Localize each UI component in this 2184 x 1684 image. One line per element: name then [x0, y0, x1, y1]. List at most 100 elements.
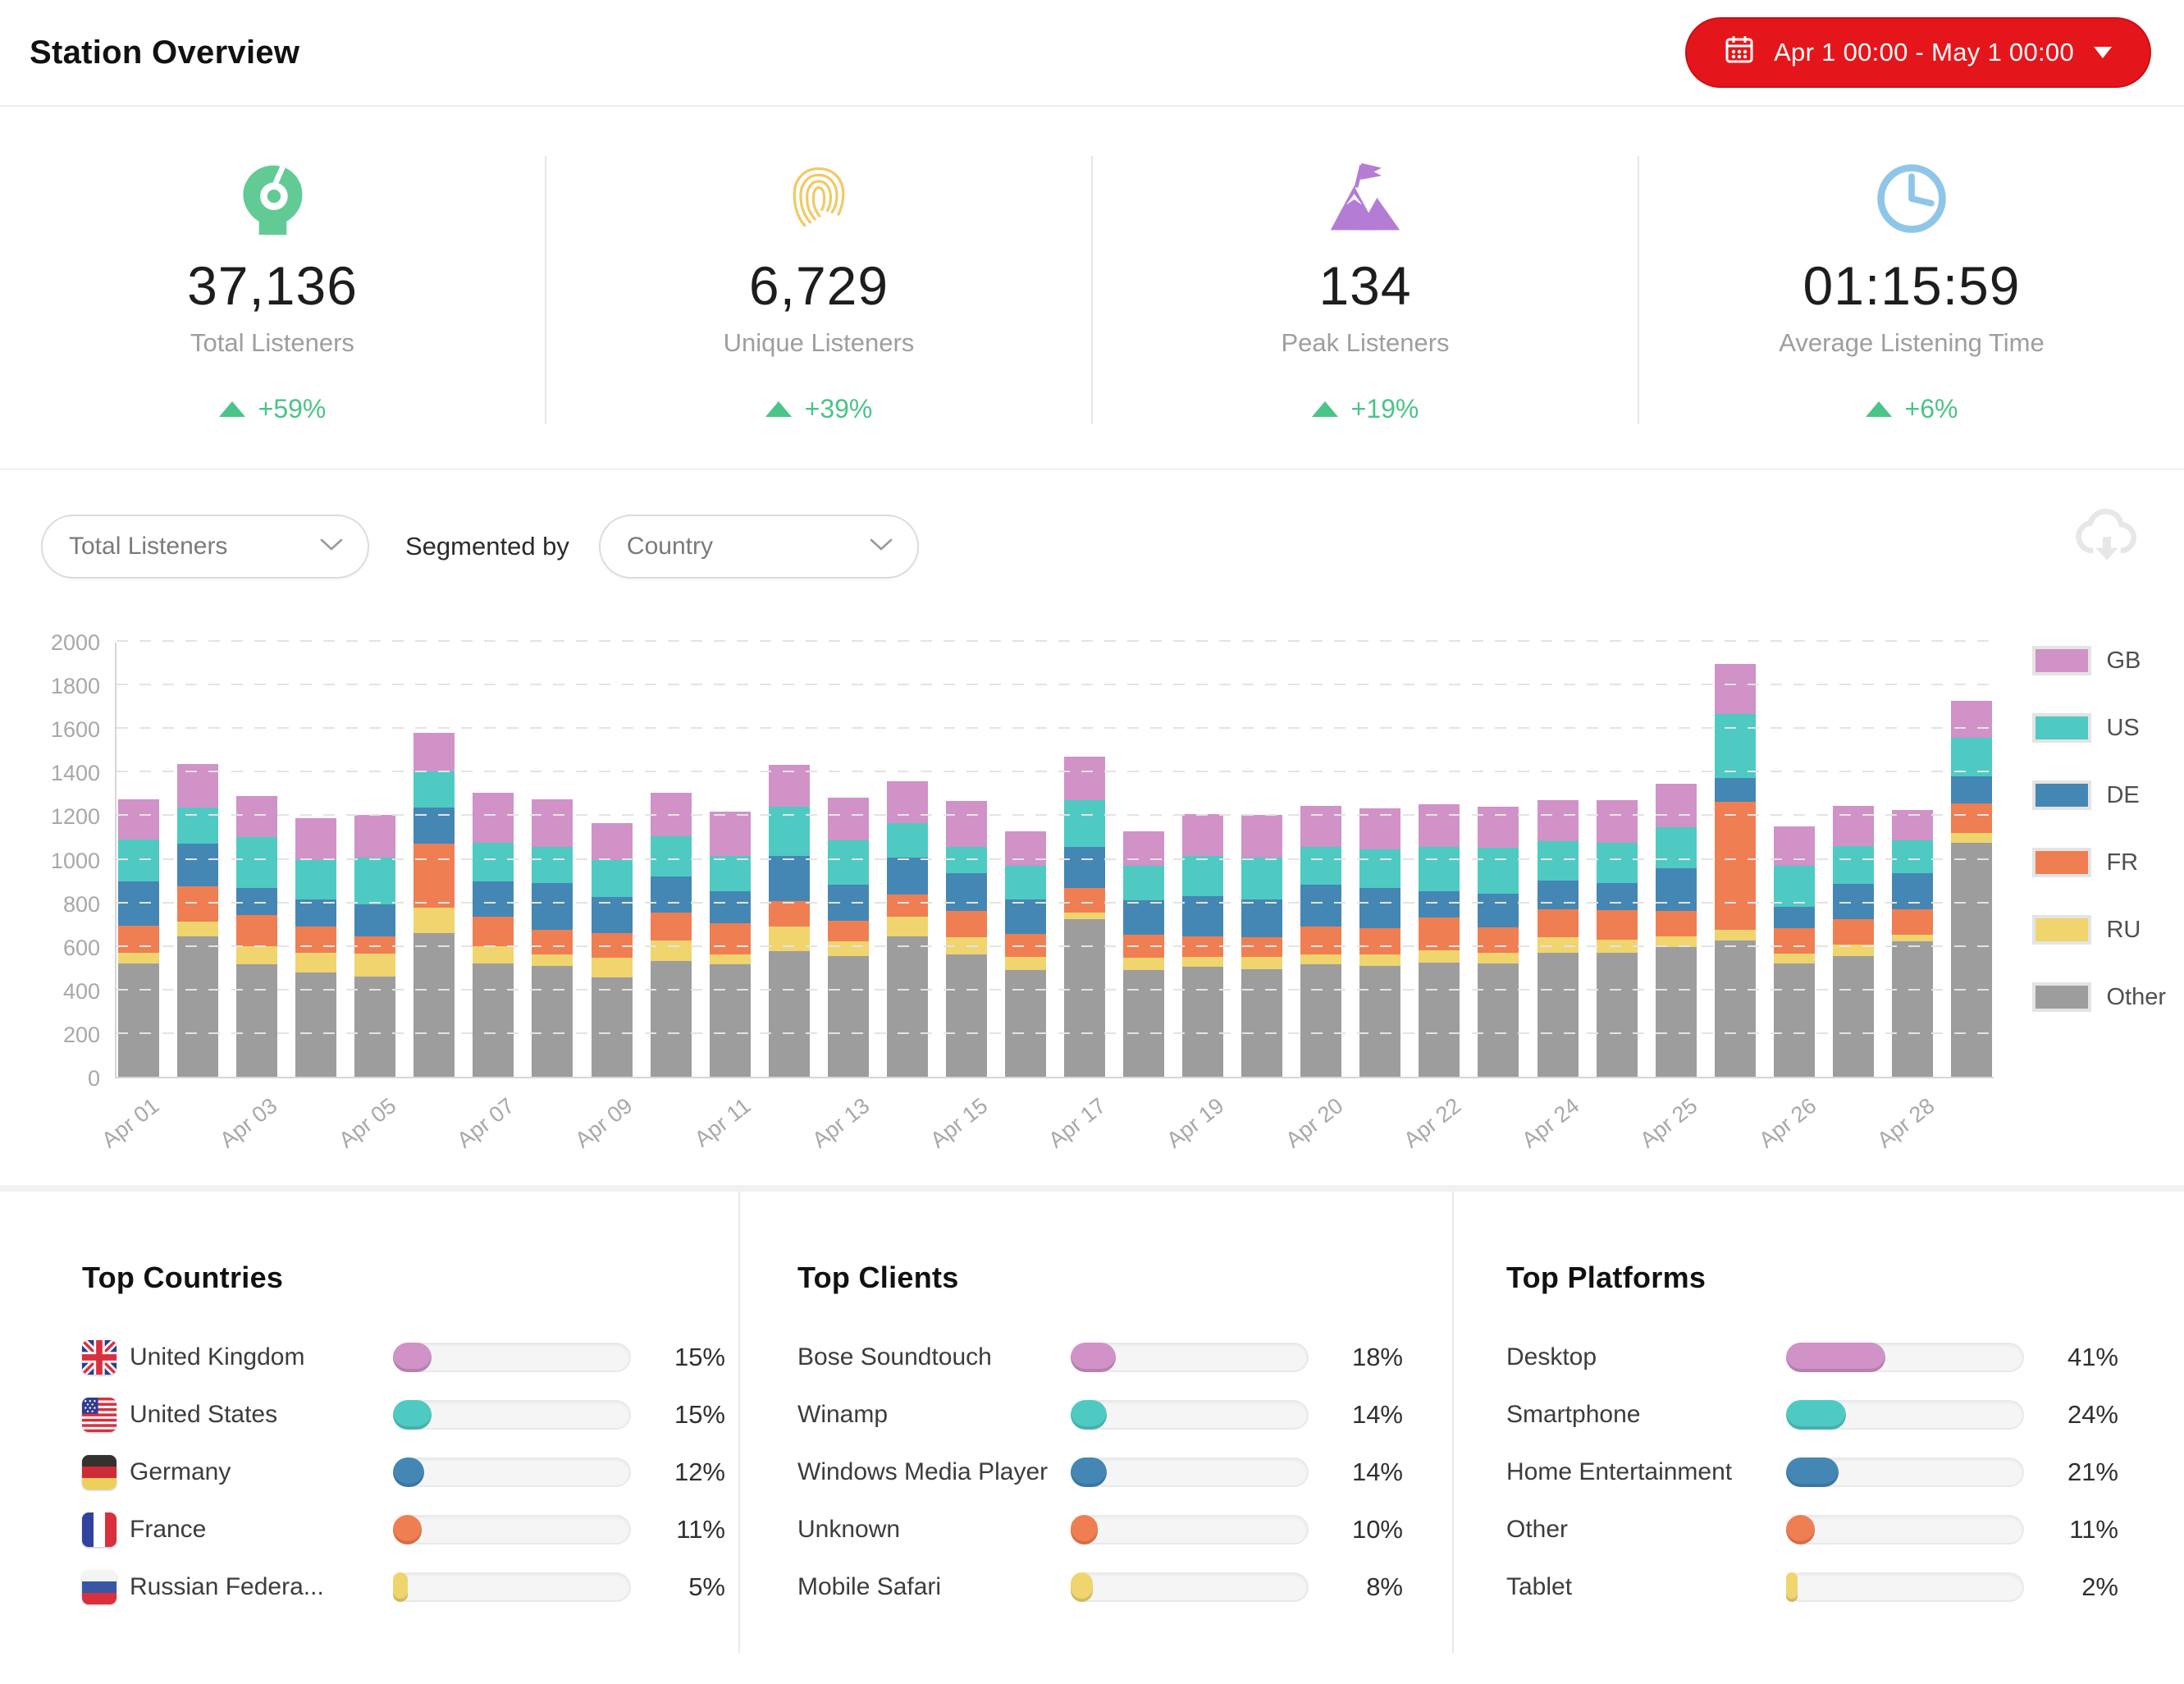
bar-segment-other[interactable]	[1950, 842, 1992, 1077]
bar-segment-fr[interactable]	[1832, 918, 1874, 945]
bar-segment-gb[interactable]	[354, 815, 396, 858]
bar-segment-fr[interactable]	[650, 912, 692, 941]
bar-segment-other[interactable]	[295, 972, 337, 1077]
date-range-button[interactable]: Apr 1 00:00 - May 1 00:00	[1685, 17, 2151, 88]
bar-segment-fr[interactable]	[1478, 927, 1519, 953]
bar-segment-de[interactable]	[886, 858, 928, 895]
bar-segment-de[interactable]	[532, 882, 573, 930]
bar-stack[interactable]	[177, 764, 219, 1077]
bar-segment-us[interactable]	[1004, 865, 1046, 899]
bar-segment-ru[interactable]	[1064, 912, 1105, 919]
bar-segment-gb[interactable]	[1064, 756, 1105, 800]
bar-segment-us[interactable]	[532, 846, 573, 883]
bar-segment-gb[interactable]	[236, 796, 278, 837]
bar-segment-de[interactable]	[354, 904, 396, 936]
bar-segment-other[interactable]	[354, 976, 396, 1077]
bar-segment-other[interactable]	[1359, 965, 1401, 1077]
bar-segment-us[interactable]	[1832, 845, 1874, 885]
bar-segment-gb[interactable]	[827, 798, 869, 840]
bar-segment-us[interactable]	[354, 858, 396, 905]
legend-item-de[interactable]: DE	[2032, 780, 2166, 810]
bar-segment-ru[interactable]	[1537, 937, 1579, 953]
bar-stack[interactable]	[118, 799, 159, 1077]
bar-segment-ru[interactable]	[354, 954, 396, 977]
bar-stack[interactable]	[591, 822, 633, 1077]
bar-segment-fr[interactable]	[1655, 911, 1697, 936]
bar-segment-gb[interactable]	[886, 781, 928, 823]
bar-segment-us[interactable]	[413, 771, 455, 808]
bar-segment-gb[interactable]	[295, 818, 337, 860]
bar-segment-de[interactable]	[1123, 899, 1165, 936]
bar-segment-de[interactable]	[1419, 891, 1460, 918]
bar-segment-other[interactable]	[1832, 955, 1874, 1077]
bar-segment-fr[interactable]	[413, 843, 455, 908]
bar-segment-gb[interactable]	[1004, 831, 1046, 866]
bar-segment-fr[interactable]	[177, 885, 219, 922]
bar-segment-de[interactable]	[1359, 888, 1401, 929]
bar-segment-us[interactable]	[1123, 865, 1165, 900]
bar-segment-ru[interactable]	[827, 941, 869, 956]
bar-segment-de[interactable]	[473, 881, 514, 917]
bar-segment-gb[interactable]	[1419, 804, 1460, 847]
bar-segment-de[interactable]	[1478, 894, 1519, 928]
bar-segment-other[interactable]	[827, 955, 869, 1077]
bar-segment-ru[interactable]	[295, 952, 337, 972]
bar-segment-fr[interactable]	[532, 929, 573, 955]
bar-segment-us[interactable]	[827, 840, 869, 885]
bar-segment-gb[interactable]	[1478, 806, 1519, 849]
bar-stack[interactable]	[1478, 806, 1519, 1077]
bar-segment-ru[interactable]	[532, 954, 573, 966]
bar-segment-us[interactable]	[473, 842, 514, 882]
bar-stack[interactable]	[1773, 826, 1815, 1077]
bar-segment-fr[interactable]	[1359, 928, 1401, 955]
bar-segment-ru[interactable]	[1300, 954, 1342, 965]
bar-segment-us[interactable]	[236, 836, 278, 889]
bar-segment-ru[interactable]	[177, 922, 219, 936]
bar-segment-other[interactable]	[1182, 966, 1224, 1077]
bar-segment-other[interactable]	[1478, 963, 1519, 1077]
bar-segment-other[interactable]	[709, 964, 751, 1077]
bar-stack[interactable]	[827, 798, 869, 1077]
bar-segment-us[interactable]	[118, 839, 159, 881]
bar-segment-fr[interactable]	[1891, 908, 1933, 936]
bar-segment-us[interactable]	[709, 855, 751, 892]
bar-stack[interactable]	[1655, 783, 1697, 1077]
bar-segment-de[interactable]	[1004, 899, 1046, 935]
bar-segment-fr[interactable]	[709, 922, 751, 955]
bar-segment-ru[interactable]	[1004, 956, 1046, 970]
bar-segment-other[interactable]	[1891, 941, 1933, 1077]
bar-segment-fr[interactable]	[827, 921, 869, 942]
bar-stack[interactable]	[413, 732, 455, 1077]
bar-stack[interactable]	[1419, 804, 1460, 1077]
bar-stack[interactable]	[1950, 701, 1992, 1077]
bar-segment-us[interactable]	[886, 822, 928, 858]
bar-stack[interactable]	[1064, 756, 1105, 1077]
bar-segment-other[interactable]	[1714, 940, 1756, 1077]
bar-segment-ru[interactable]	[1950, 832, 1992, 843]
bar-stack[interactable]	[1596, 799, 1638, 1077]
bar-segment-us[interactable]	[1478, 848, 1519, 895]
bar-segment-fr[interactable]	[354, 936, 396, 954]
bar-stack[interactable]	[354, 815, 396, 1077]
bar-segment-fr[interactable]	[945, 911, 987, 938]
bar-stack[interactable]	[1359, 808, 1401, 1077]
bar-segment-us[interactable]	[1596, 842, 1638, 883]
bar-segment-ru[interactable]	[1419, 950, 1460, 963]
bar-stack[interactable]	[1241, 815, 1283, 1077]
bar-stack[interactable]	[1300, 805, 1342, 1077]
bar-segment-de[interactable]	[1891, 872, 1933, 909]
bar-segment-de[interactable]	[1655, 868, 1697, 912]
legend-item-ru[interactable]: RU	[2032, 915, 2166, 945]
bar-segment-de[interactable]	[1064, 846, 1105, 889]
bar-segment-ru[interactable]	[591, 958, 633, 978]
bar-segment-fr[interactable]	[1300, 926, 1342, 955]
bar-segment-other[interactable]	[1537, 952, 1579, 1077]
bar-segment-de[interactable]	[1596, 882, 1638, 910]
bar-stack[interactable]	[1004, 831, 1046, 1077]
bar-segment-ru[interactable]	[1655, 936, 1697, 948]
bar-segment-gb[interactable]	[473, 792, 514, 843]
bar-segment-fr[interactable]	[1773, 928, 1815, 954]
bar-segment-fr[interactable]	[768, 901, 810, 927]
bar-segment-fr[interactable]	[1537, 908, 1579, 938]
bar-segment-de[interactable]	[1773, 906, 1815, 929]
